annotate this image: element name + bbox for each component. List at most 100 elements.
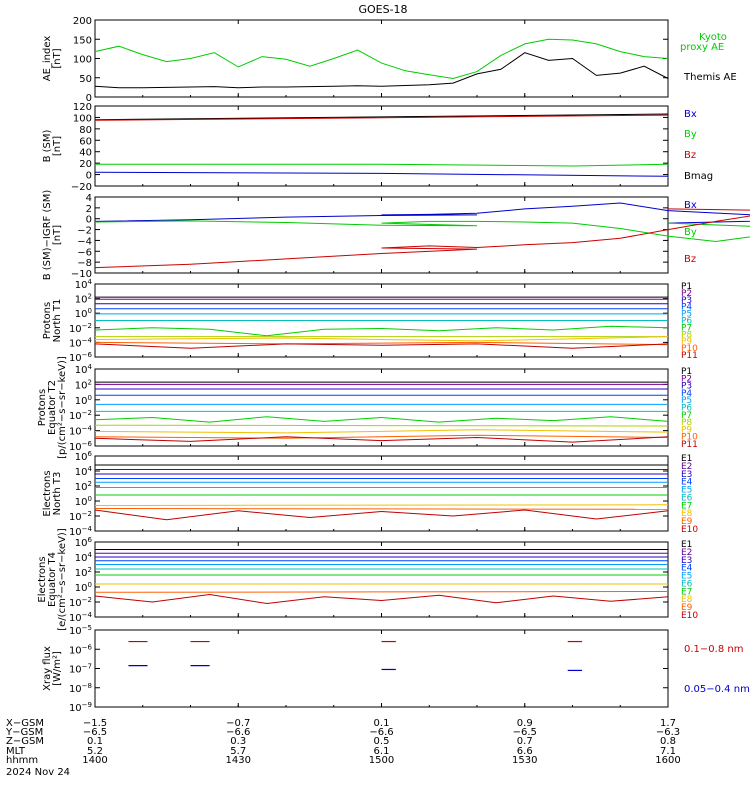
x-row-label: Y−GSM — [5, 727, 43, 738]
y-tick-label: 0 — [86, 171, 92, 182]
y-tick-label: 104 — [75, 278, 93, 291]
legend-P4: P4 — [681, 389, 692, 399]
legend-entry: Kyoto — [699, 32, 727, 43]
y-tick-label: 106 — [75, 450, 93, 463]
y-tick-label: 0 — [86, 215, 92, 226]
legend-P6: P6 — [681, 317, 692, 327]
y-axis-label: [W/m²] — [52, 651, 63, 686]
legend-P7: P7 — [681, 323, 692, 333]
legend-P11: P11 — [681, 440, 698, 450]
series-P9 — [94, 336, 669, 342]
y-tick-label-exp: −4 — [82, 336, 93, 344]
legend-E7: E7 — [681, 587, 692, 597]
legend-P8: P8 — [681, 330, 692, 340]
y-tick-label: 10−2 — [69, 322, 92, 335]
y-tick-label: 104 — [75, 363, 93, 376]
y-tick-label: 106 — [75, 536, 93, 549]
y-tick-label: 120 — [73, 102, 92, 113]
legend-E10: E10 — [681, 525, 698, 535]
y-tick-label: 10−6 — [69, 440, 93, 453]
legend-entry: Themis AE — [683, 72, 737, 83]
y-tick-label: −20 — [71, 182, 92, 193]
y-tick-label-exp: 4 — [88, 278, 93, 286]
y-tick-label-exp: 4 — [88, 363, 93, 371]
y-axis-label: B (SM) — [42, 129, 53, 162]
legend-P10: P10 — [681, 433, 698, 443]
legend-E5: E5 — [681, 486, 692, 496]
x-row-value: −6.6 — [226, 727, 250, 738]
series-line — [94, 171, 669, 178]
y-tick-label-base: 10 — [75, 553, 88, 564]
x-row-value: 7.1 — [660, 746, 676, 757]
y-tick-label-exp: 6 — [88, 536, 93, 544]
y-tick-label-exp: −4 — [82, 525, 93, 533]
y-tick-label: 10−4 — [69, 425, 93, 438]
y-tick-label-exp: −2 — [82, 409, 92, 417]
x-row-value: 0.7 — [517, 736, 533, 747]
legend-E9: E9 — [681, 517, 693, 527]
y-tick-label-base: 10 — [69, 324, 82, 335]
y-tick-label-base: 10 — [69, 427, 82, 438]
y-tick-label-exp: −9 — [82, 701, 92, 709]
y-tick-label-exp: −4 — [82, 611, 93, 619]
y-tick-label-exp: 0 — [88, 307, 92, 315]
y-tick-label: 104 — [75, 551, 93, 564]
legend-P11: P11 — [681, 351, 698, 361]
x-row-value: 0.1 — [87, 736, 103, 747]
y-tick-label: 10−4 — [69, 611, 93, 624]
y-tick-label: 10−4 — [69, 336, 93, 349]
series-P7 — [94, 325, 669, 337]
legend-P1: P1 — [681, 282, 692, 292]
y-tick-label: 100 — [75, 307, 92, 320]
legend-P9: P9 — [681, 337, 692, 347]
x-row-value: 5.7 — [230, 746, 246, 757]
y-tick-label: 102 — [75, 566, 92, 579]
legend-E7: E7 — [681, 501, 692, 511]
x-row-value: −0.7 — [226, 718, 250, 729]
x-row-value: 1.7 — [660, 718, 676, 729]
y-tick-label-exp: −7 — [82, 663, 92, 671]
legend-E1: E1 — [681, 454, 692, 464]
y-tick-label: 4 — [86, 193, 92, 204]
x-row-value: −6.6 — [369, 727, 393, 738]
y-tick-label-exp: 6 — [88, 450, 93, 458]
x-row-label: X−GSM — [6, 718, 44, 729]
y-tick-label: 100 — [75, 581, 92, 594]
legend-E3: E3 — [681, 470, 692, 480]
series-P8 — [94, 424, 669, 427]
series-line — [94, 114, 669, 121]
legend-E6: E6 — [681, 493, 693, 503]
y-tick-label: 2 — [86, 204, 92, 215]
y-axis-label: Xray flux — [42, 646, 53, 691]
y-axis-label: North T3 — [52, 472, 63, 516]
panel-3: −10−8−6−4−2024 B (SM)−IGRF (SM) [nT] Bx By Bz — [42, 190, 750, 281]
y-tick-label-exp: −5 — [82, 624, 92, 632]
x-row-value: 0.5 — [374, 736, 390, 747]
y-axis-label: Protons — [37, 389, 48, 426]
y-tick-label: 102 — [75, 378, 92, 391]
y-tick-label: 100 — [75, 495, 92, 508]
y-tick-label-base: 10 — [75, 309, 88, 320]
y-tick-label-exp: −2 — [82, 322, 92, 330]
legend-E3: E3 — [681, 556, 692, 566]
y-axis-label: B (SM)−IGRF (SM) — [42, 190, 53, 281]
series-line — [94, 202, 750, 224]
y-tick-label-base: 10 — [75, 396, 88, 407]
series-P9 — [94, 429, 669, 434]
y-tick-label-base: 10 — [69, 512, 82, 523]
x-row-value: 5.2 — [87, 746, 103, 757]
y-tick-label: 10−9 — [69, 701, 92, 714]
x-row-value: 6.6 — [517, 746, 533, 757]
y-tick-label: 10−7 — [69, 663, 92, 676]
y-tick-label-base: 10 — [69, 411, 82, 422]
series-line — [94, 113, 669, 121]
x-row-value: 1600 — [655, 755, 680, 766]
y-tick-label-exp: −6 — [82, 643, 93, 651]
series-line — [94, 38, 669, 80]
legend-entry: Bmag — [684, 171, 713, 182]
legend-P3: P3 — [681, 382, 692, 392]
y-tick-label: 10−5 — [69, 624, 92, 637]
y-tick-label-base: 10 — [69, 338, 82, 349]
